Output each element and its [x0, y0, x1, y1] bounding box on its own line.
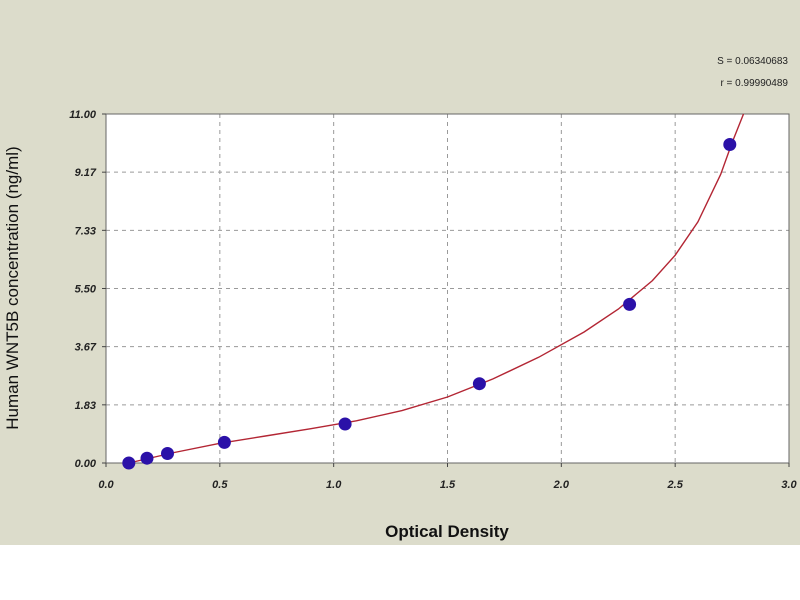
x-axis-title: Optical Density: [385, 522, 509, 541]
x-tick-label: 0.5: [212, 479, 228, 491]
y-axis-title: Human WNT5B concentration (ng/ml): [3, 146, 22, 429]
data-points-layer: [122, 138, 737, 470]
fit-curve-layer: [128, 113, 745, 464]
data-point: [217, 435, 231, 449]
x-tick-label: 2.0: [553, 479, 570, 491]
y-tick-label: 1.83: [75, 400, 96, 412]
x-tick-label: 0.0: [98, 479, 114, 491]
data-point: [472, 377, 486, 391]
data-point: [623, 297, 637, 311]
data-point: [140, 451, 154, 465]
x-tick-label: 1.5: [440, 479, 456, 491]
y-tick-label: 0.00: [75, 458, 97, 470]
data-point: [122, 456, 136, 470]
fit-curve: [128, 113, 745, 464]
y-tick-label: 11.00: [69, 109, 97, 121]
y-tick-label: 7.33: [75, 225, 96, 237]
x-tick-label: 1.0: [326, 479, 342, 491]
x-tick-label: 2.5: [667, 479, 684, 491]
y-tick-label: 5.50: [75, 284, 97, 296]
y-tick-label: 3.67: [75, 342, 97, 354]
ticks: 0.0 0.5 1.0 1.5 2.0 2.5 3.0 0.00 1.83 3.67 5.50 7.3…: [69, 109, 797, 491]
stat-s: S = 0.06340683: [717, 56, 788, 67]
data-point: [723, 138, 737, 151]
data-point: [161, 447, 174, 460]
x-tick-label: 3.0: [781, 479, 797, 491]
grid: [106, 114, 789, 463]
y-tick-label: 9.17: [75, 167, 97, 179]
stat-r: r = 0.99990489: [720, 78, 788, 89]
data-point: [338, 417, 352, 431]
